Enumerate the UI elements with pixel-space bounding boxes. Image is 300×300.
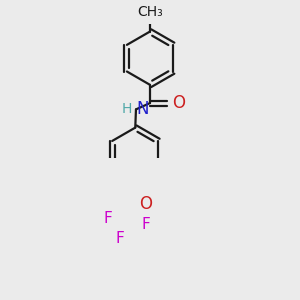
Text: CH₃: CH₃ <box>137 5 163 19</box>
Text: O: O <box>172 94 185 112</box>
Text: F: F <box>116 231 124 246</box>
Text: H: H <box>122 102 132 116</box>
Text: F: F <box>142 217 150 232</box>
Text: N: N <box>136 100 148 118</box>
Text: F: F <box>103 211 112 226</box>
Text: O: O <box>139 195 152 213</box>
